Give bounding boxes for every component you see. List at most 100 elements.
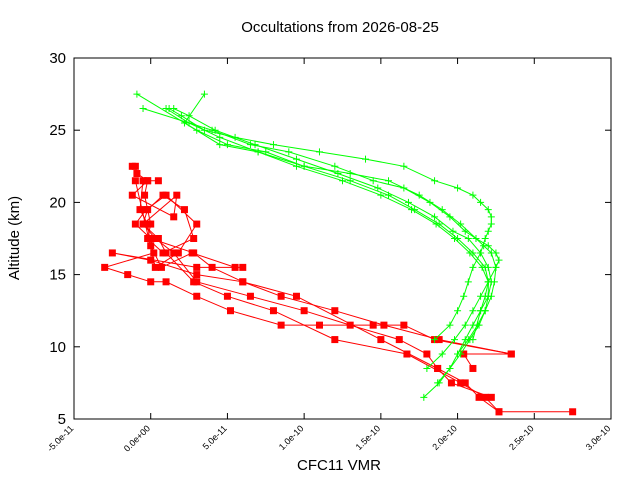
- data-point-square: [481, 393, 489, 401]
- data-point-plus: [374, 184, 382, 192]
- data-point-square: [377, 336, 385, 344]
- series-line: [112, 180, 512, 355]
- series-line: [183, 93, 489, 355]
- data-point-plus: [411, 206, 419, 214]
- data-point-plus: [133, 90, 141, 98]
- data-point-plus: [415, 191, 423, 199]
- data-point-square: [154, 177, 162, 185]
- y-axis: 5 10 15 20 25 30: [49, 50, 611, 428]
- data-point-plus: [484, 292, 492, 300]
- data-point-plus: [461, 321, 469, 329]
- data-point-square: [139, 220, 147, 228]
- data-point-square: [239, 278, 247, 286]
- data-point-plus: [469, 321, 477, 329]
- data-point-square: [193, 263, 201, 271]
- data-point-plus: [223, 141, 231, 149]
- data-point-square: [487, 393, 495, 401]
- data-point-plus: [469, 191, 477, 199]
- y-tick-label: 20: [49, 194, 66, 211]
- data-point-square: [144, 220, 152, 228]
- data-point-plus: [484, 227, 492, 235]
- y-tick-label: 25: [49, 122, 66, 139]
- data-point-square: [193, 278, 201, 286]
- data-point-plus: [216, 141, 224, 149]
- data-point-plus: [446, 321, 454, 329]
- data-point-square: [131, 220, 139, 228]
- data-point-square: [475, 393, 483, 401]
- data-point-square: [395, 336, 403, 344]
- data-point-square: [193, 220, 201, 228]
- series-line: [173, 108, 492, 340]
- data-point-square: [173, 191, 181, 199]
- data-point-plus: [170, 105, 178, 113]
- data-point-plus: [254, 148, 262, 156]
- data-point-square: [108, 249, 116, 257]
- data-point-square: [159, 249, 167, 257]
- data-point-plus: [431, 213, 439, 221]
- data-point-square: [223, 292, 231, 300]
- chart-title: Occultations from 2026-08-25: [241, 19, 439, 36]
- data-point-plus: [285, 148, 293, 156]
- series-11: [170, 105, 495, 344]
- data-point-plus: [495, 256, 503, 264]
- data-point-square: [151, 235, 159, 242]
- series-9: [162, 105, 492, 387]
- series-line: [102, 252, 512, 369]
- data-point-square: [434, 364, 442, 372]
- data-point-square: [461, 379, 469, 387]
- data-point-plus: [487, 278, 495, 286]
- data-point-plus: [362, 155, 370, 163]
- data-point-plus: [464, 278, 472, 286]
- data-point-square: [457, 379, 465, 387]
- data-point-plus: [454, 235, 462, 242]
- y-tick-label: 10: [49, 339, 66, 356]
- data-point-plus: [300, 162, 308, 170]
- data-point-plus: [434, 379, 442, 387]
- x-tick-label: 2.5e-10: [507, 423, 536, 452]
- data-point-plus: [331, 162, 339, 170]
- data-point-plus: [487, 220, 495, 228]
- data-point-plus: [449, 227, 457, 235]
- data-point-square: [157, 263, 165, 271]
- data-point-square: [226, 307, 234, 315]
- data-point-square: [174, 249, 182, 257]
- data-point-plus: [404, 198, 412, 206]
- series-line: [132, 165, 573, 413]
- data-point-plus: [334, 170, 342, 178]
- data-point-square: [380, 321, 388, 329]
- data-point-square: [447, 379, 455, 387]
- data-point-square: [141, 191, 149, 199]
- data-point-plus: [460, 292, 468, 300]
- data-point-square: [180, 206, 188, 214]
- series-line: [168, 108, 492, 340]
- data-point-square: [151, 263, 159, 271]
- data-point-plus: [469, 336, 477, 344]
- data-point-square: [277, 292, 285, 300]
- data-point-plus: [451, 336, 459, 344]
- data-point-square: [231, 263, 239, 271]
- data-point-square: [170, 213, 178, 221]
- data-point-square: [131, 177, 139, 185]
- data-point-square: [331, 307, 339, 315]
- data-point-square: [147, 256, 155, 264]
- data-point-square: [101, 263, 109, 271]
- data-point-plus: [484, 206, 492, 214]
- plot-frame: [73, 57, 612, 420]
- data-point-plus: [139, 105, 147, 113]
- data-point-plus: [162, 105, 170, 113]
- data-point-plus: [211, 126, 219, 134]
- x-tick-label: 1.5e-10: [354, 423, 383, 452]
- data-point-square: [507, 350, 515, 358]
- data-point-plus: [400, 162, 408, 170]
- data-point-square: [369, 321, 377, 329]
- data-point-plus: [481, 235, 489, 242]
- data-point-square: [170, 249, 178, 257]
- data-point-square: [569, 408, 577, 416]
- data-point-square: [190, 235, 198, 242]
- plot-area: [73, 57, 612, 420]
- data-point-square: [128, 191, 136, 199]
- data-point-square: [239, 263, 247, 271]
- data-point-plus: [472, 235, 480, 242]
- data-point-plus: [315, 148, 323, 156]
- data-point-plus: [487, 249, 495, 257]
